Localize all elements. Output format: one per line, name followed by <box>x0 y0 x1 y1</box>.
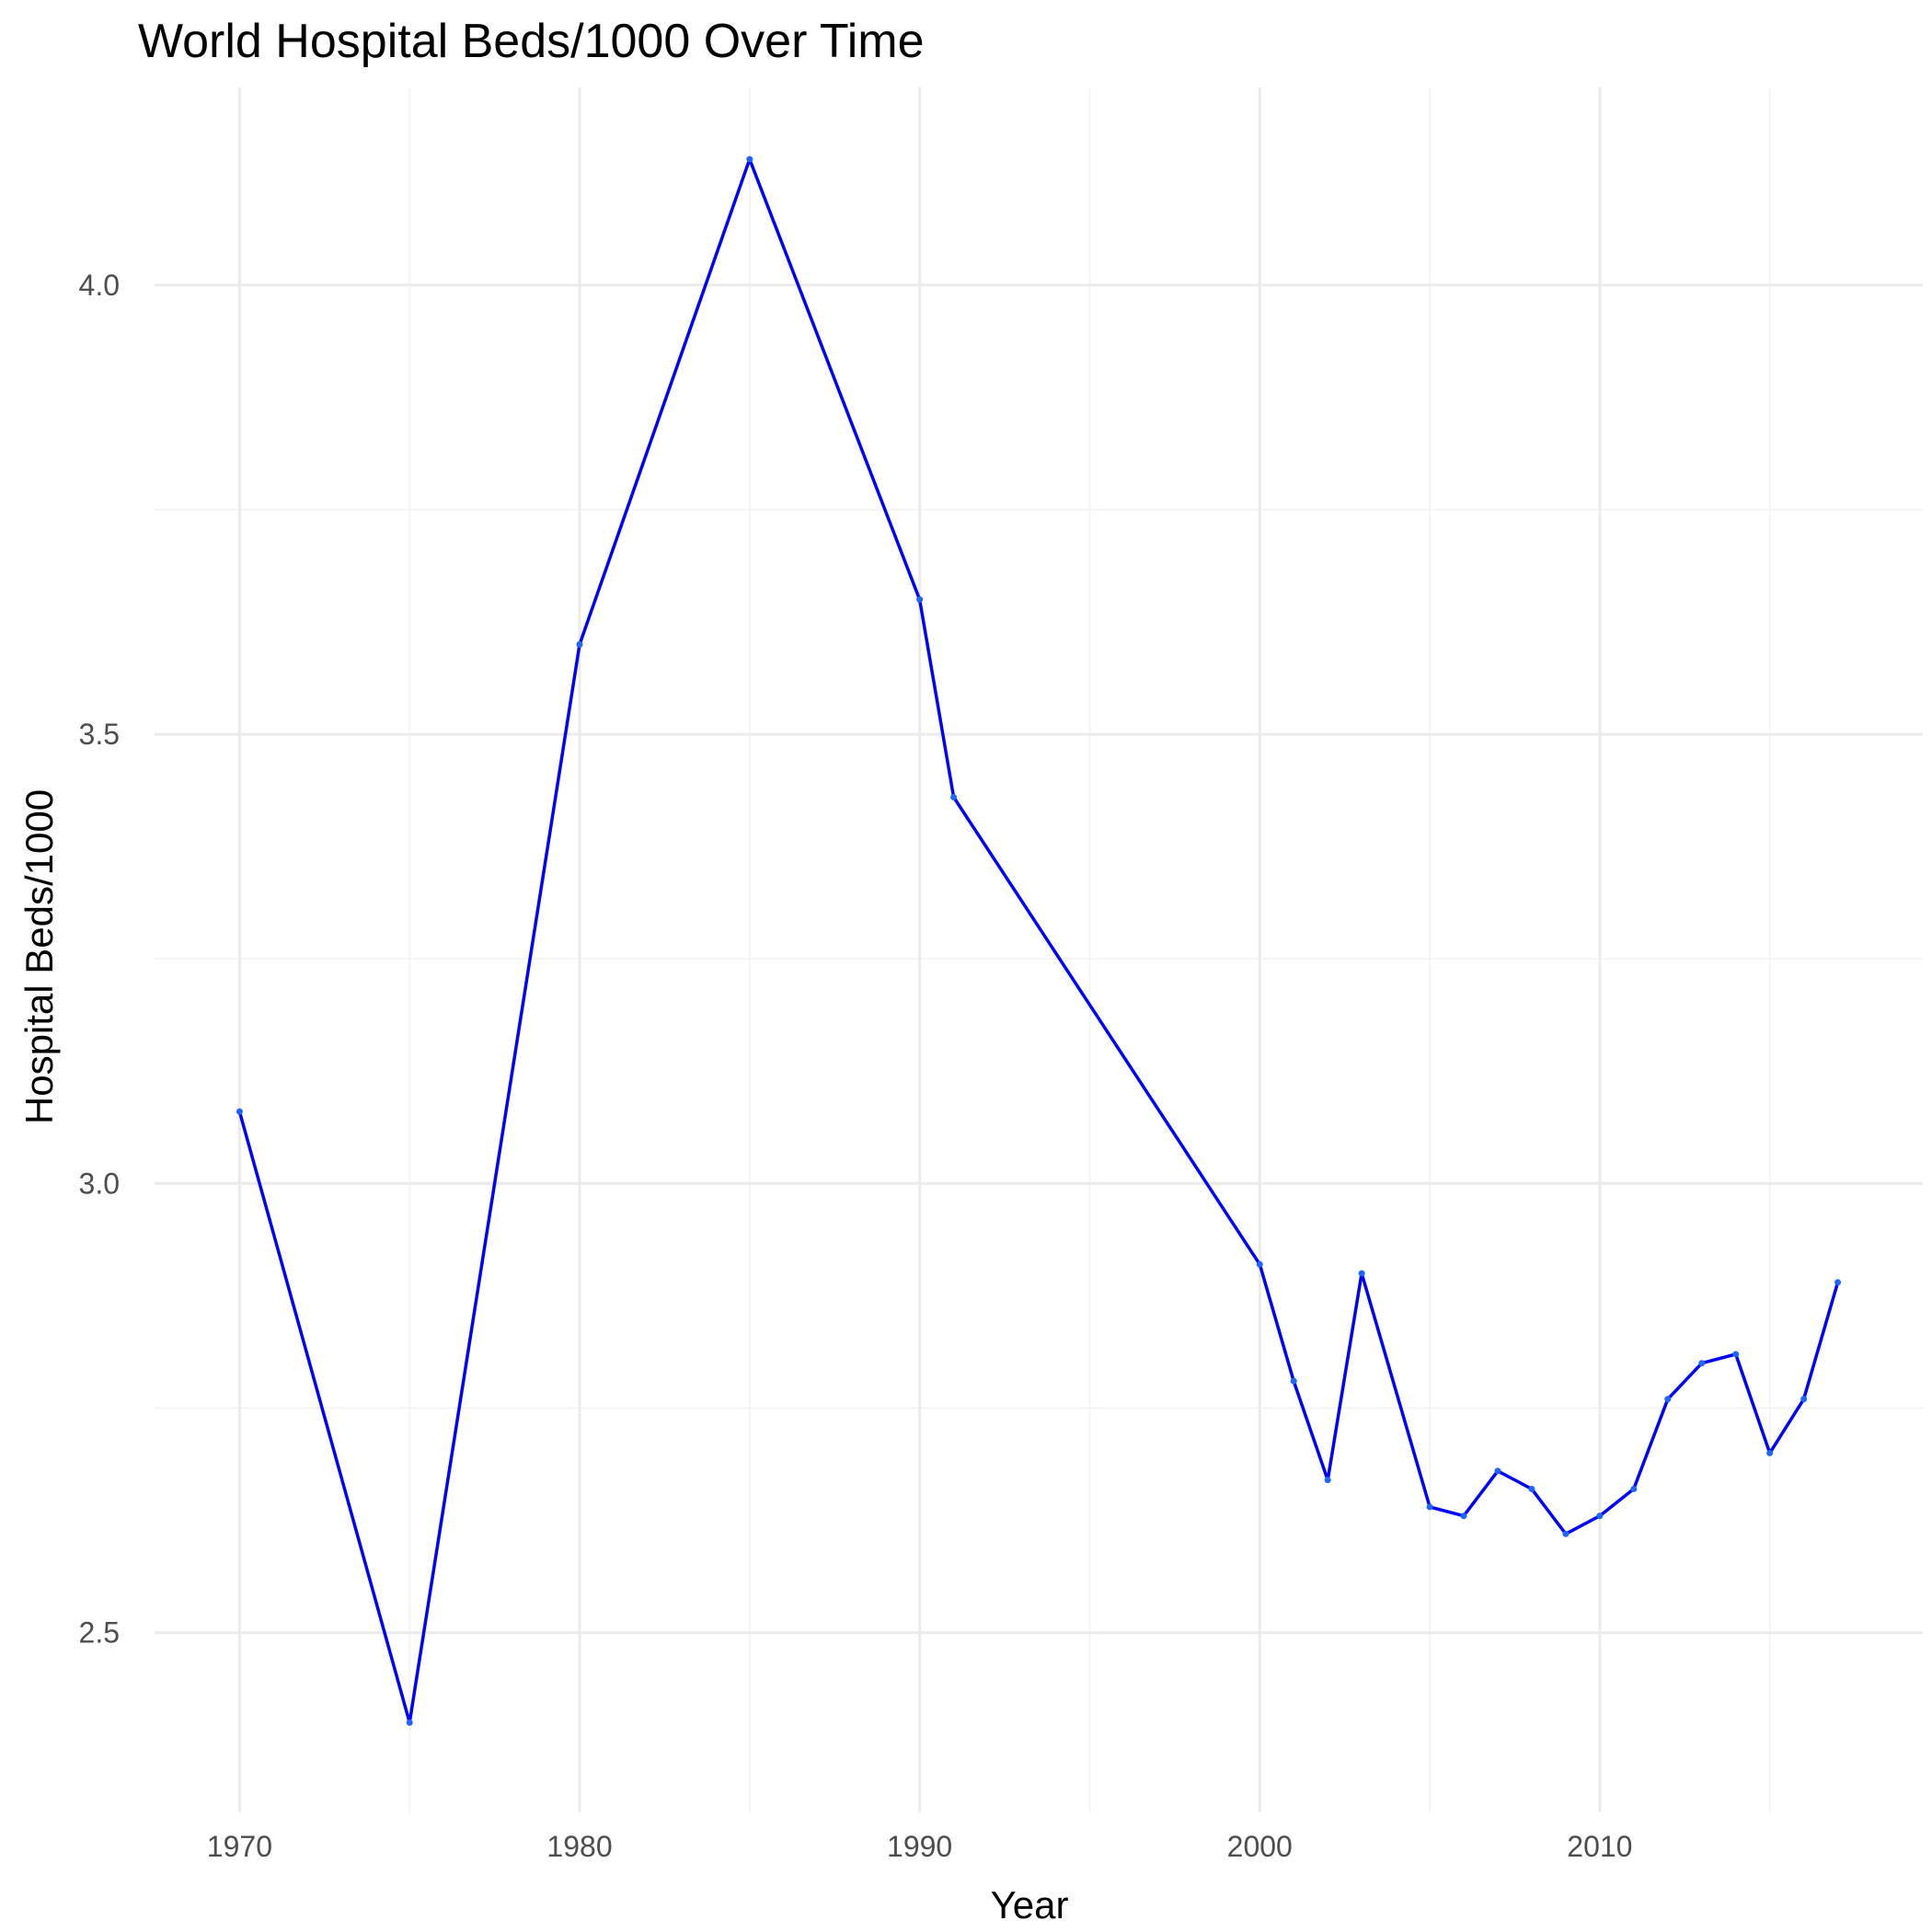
data-point <box>1290 1377 1297 1385</box>
data-point <box>1664 1396 1672 1403</box>
data-point <box>1324 1477 1331 1484</box>
y-tick-label: 2.5 <box>79 1616 120 1650</box>
data-point <box>950 793 958 800</box>
data-point <box>1256 1260 1263 1268</box>
data-point <box>746 155 753 163</box>
y-tick-label: 4.0 <box>79 269 120 302</box>
data-point <box>1596 1512 1604 1520</box>
grid-lines <box>155 87 1923 1812</box>
data-point <box>1358 1270 1365 1277</box>
series-line <box>237 157 1840 1725</box>
data-point <box>916 596 924 604</box>
y-axis-title: Hospital Beds/1000 <box>17 789 61 1124</box>
chart-title: World Hospital Beds/1000 Over Time <box>138 15 925 68</box>
data-point <box>576 640 583 648</box>
y-tick-label: 3.0 <box>79 1167 120 1200</box>
data-point <box>1766 1449 1774 1456</box>
x-tick-label: 1990 <box>887 1830 952 1863</box>
data-point <box>236 1108 243 1115</box>
data-point <box>1426 1503 1433 1511</box>
data-point <box>1630 1485 1638 1492</box>
series-layer <box>236 155 1842 1726</box>
data-point <box>1528 1485 1535 1492</box>
data-point <box>406 1719 413 1726</box>
x-tick-label: 2000 <box>1227 1830 1293 1863</box>
x-tick-label: 1970 <box>207 1830 272 1863</box>
x-tick-label: 2010 <box>1567 1830 1632 1863</box>
data-point <box>1698 1360 1706 1367</box>
data-point <box>1834 1279 1842 1286</box>
data-point <box>1562 1530 1570 1537</box>
data-point <box>1460 1512 1467 1520</box>
y-tick-label: 3.5 <box>79 718 120 751</box>
tick-labels: 1970 1980 1990 2000 2010 2.5 3.0 3.5 4.0 <box>79 269 1633 1863</box>
data-point <box>1732 1351 1740 1358</box>
data-point <box>1494 1467 1501 1475</box>
x-axis-title: Year <box>991 1883 1069 1926</box>
x-tick-label: 1980 <box>546 1830 612 1863</box>
data-point <box>1800 1396 1808 1403</box>
